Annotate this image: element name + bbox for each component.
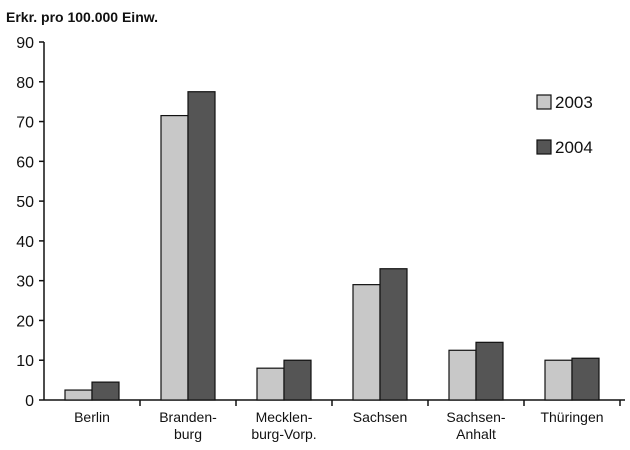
x-category-label: burg-Vorp.: [251, 426, 316, 442]
x-category-label: Sachsen: [353, 409, 407, 425]
x-category-label: Mecklen-: [256, 409, 313, 425]
bar-2004: [187, 91, 216, 401]
bar-2003: [352, 284, 381, 401]
bar-2004: [571, 357, 600, 401]
legend-swatch-2003: [536, 94, 552, 110]
bar-2004: [91, 381, 120, 401]
y-tick-label: 90: [16, 35, 34, 52]
y-tick-label: 50: [16, 194, 34, 211]
bar-2004: [379, 268, 408, 401]
y-tick-label: 70: [16, 115, 34, 132]
bar-2004: [283, 359, 312, 401]
bar-2003: [256, 367, 285, 401]
y-tick-label: 60: [16, 154, 34, 171]
x-category-label: Anhalt: [456, 426, 496, 442]
x-category-label: Thüringen: [540, 409, 603, 425]
x-category-label: burg: [174, 426, 202, 442]
y-tick-label: 0: [25, 393, 34, 410]
x-category-label: Sachsen-: [446, 409, 505, 425]
bar-2004: [475, 341, 504, 401]
x-category-label: Berlin: [74, 409, 110, 425]
y-tick-label: 40: [16, 234, 34, 251]
y-tick-label: 10: [16, 353, 34, 370]
bar-2003: [64, 389, 93, 401]
legend-swatch-2004: [536, 139, 552, 155]
x-category-label: Branden-: [159, 409, 217, 425]
bar-2003: [160, 114, 189, 401]
legend-label: 2004: [555, 138, 593, 157]
bar-2003: [448, 349, 477, 401]
y-axis-label: Erkr. pro 100.000 Einw.: [6, 9, 158, 25]
y-tick-label: 20: [16, 313, 34, 330]
bar-2003: [544, 359, 573, 401]
legend-label: 2003: [555, 93, 593, 112]
y-tick-label: 80: [16, 75, 34, 92]
y-tick-label: 30: [16, 274, 34, 291]
plot-area: 0 10 20 30 40 50 60 70 80 90 Berlin Branden-burg Mec…: [16, 35, 625, 442]
